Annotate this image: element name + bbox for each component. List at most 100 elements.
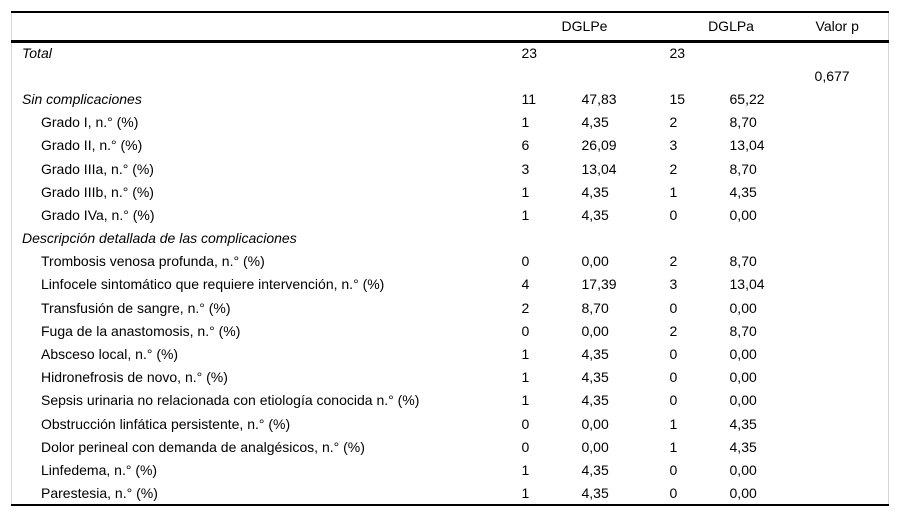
header-empty-cell <box>11 11 521 43</box>
cell-dglpa-n: 2 <box>669 114 678 131</box>
cell-dglpe-n: 1 <box>521 183 530 200</box>
cell-dglpa-n: 23 <box>669 45 686 62</box>
table-row: Descripción detallada de las complicacio… <box>12 227 889 250</box>
cell-dglpa-n: 2 <box>669 253 678 270</box>
cell-dglpe-n <box>521 227 581 250</box>
cell-dglpa-n: 1 <box>669 438 678 455</box>
row-label: Absceso local, n.° (%) <box>41 346 179 363</box>
row-label: Fuga de la anastomosis, n.° (%) <box>41 322 241 339</box>
cell-dglpe-pct: 0,00 <box>581 253 609 270</box>
row-label: Grado IIIb, n.° (%) <box>41 183 154 200</box>
row-label: Grado I, n.° (%) <box>41 114 139 131</box>
cell-dglpa-n: 0 <box>669 484 678 501</box>
cell-dglpe-pct: 0,00 <box>581 438 609 455</box>
cell-dglpa-pct: 8,70 <box>729 160 757 177</box>
table-row: Dolor perineal con demanda de analgésico… <box>12 435 889 458</box>
cell-valor-p <box>814 296 889 319</box>
cell-dglpe-n: 11 <box>521 90 537 107</box>
cell-valor-p <box>814 41 889 64</box>
cell-dglpa-pct: 0,00 <box>729 392 757 409</box>
cell-dglpe-n: 4 <box>521 276 530 293</box>
cell-dglpa-pct: 0,00 <box>729 206 757 223</box>
header-row: DGLPe DGLPa Valor p <box>11 11 889 43</box>
cell-dglpe-n: 1 <box>521 369 530 386</box>
table-row: Linfocele sintomático que requiere inter… <box>12 273 889 296</box>
row-label: Grado IIIa, n.° (%) <box>41 160 154 177</box>
row-label: Sepsis urinaria no relacionada con etiol… <box>41 392 420 409</box>
row-label: Transfusión de sangre, n.° (%) <box>41 299 231 316</box>
cell-dglpe-n: 0 <box>521 253 530 270</box>
row-label: Linfocele sintomático que requiere inter… <box>41 276 385 293</box>
table-row: Linfedema, n.° (%) 1 4,35 0 0,00 <box>12 458 889 481</box>
cell-dglpa-n <box>669 64 729 87</box>
cell-dglpe-n: 0 <box>521 322 530 339</box>
cell-valor-p <box>814 342 889 365</box>
cell-valor-p <box>814 157 889 180</box>
table-row: Total 23 23 <box>12 41 889 64</box>
cell-dglpe-n: 1 <box>521 206 530 223</box>
row-label: Trombosis venosa profunda, n.° (%) <box>41 253 265 270</box>
cell-dglpa-n: 3 <box>669 137 678 154</box>
table-row: Transfusión de sangre, n.° (%) 2 8,70 0 … <box>12 296 889 319</box>
cell-valor-p <box>814 319 889 342</box>
cell-dglpe-pct: 26,09 <box>581 137 617 154</box>
table-row: Fuga de la anastomosis, n.° (%) 0 0,00 2… <box>12 319 889 342</box>
cell-dglpe-pct: 4,35 <box>581 114 609 131</box>
cell-dglpe-n: 3 <box>521 160 530 177</box>
cell-dglpe-pct: 4,35 <box>581 369 609 386</box>
cell-valor-p <box>814 227 889 250</box>
table-row: Parestesia, n.° (%) 1 4,35 0 0,00 <box>12 482 889 505</box>
cell-dglpa-pct: 0,00 <box>729 346 757 363</box>
table-row: 0,677 <box>12 64 889 87</box>
cell-dglpe-pct: 0,00 <box>581 415 609 432</box>
table-body: Total 23 23 0,677 Sin complicaciones 11 … <box>12 41 889 505</box>
cell-dglpe-pct: 13,04 <box>581 160 617 177</box>
cell-dglpa-n: 0 <box>669 369 678 386</box>
cell-valor-p <box>814 87 889 110</box>
cell-dglpa-n: 1 <box>669 415 678 432</box>
cell-dglpe-n: 1 <box>521 392 530 409</box>
row-label: Grado II, n.° (%) <box>41 137 143 154</box>
row-label: Hidronefrosis de novo, n.° (%) <box>41 369 228 386</box>
col-header-dglpe: DGLPe <box>520 11 669 43</box>
cell-dglpa-pct: 0,00 <box>729 484 757 501</box>
cell-dglpa-pct: 0,00 <box>729 461 757 478</box>
row-label: Total <box>22 45 52 62</box>
cell-dglpa-pct <box>729 64 814 87</box>
cell-dglpe-n: 1 <box>521 484 530 501</box>
cell-dglpe-n: 1 <box>521 346 530 363</box>
cell-valor-p <box>814 412 889 435</box>
cell-dglpa-pct: 4,35 <box>729 183 757 200</box>
cell-dglpe-n <box>521 64 581 87</box>
cell-dglpe-pct: 4,35 <box>581 346 609 363</box>
cell-dglpa-n: 0 <box>669 206 678 223</box>
cell-dglpa-pct: 65,22 <box>729 90 765 107</box>
cell-dglpa-n: 0 <box>669 346 678 363</box>
col-header-valor-p: Valor p <box>813 11 889 43</box>
cell-dglpe-n: 23 <box>521 45 538 62</box>
cell-dglpa-n: 0 <box>669 299 678 316</box>
cell-dglpa-pct: 13,04 <box>729 276 765 293</box>
cell-dglpa-pct: 8,70 <box>729 253 757 270</box>
cell-dglpa-pct: 8,70 <box>729 322 757 339</box>
cell-dglpe-n: 2 <box>521 299 530 316</box>
cell-dglpe-pct: 0,00 <box>581 322 609 339</box>
cell-valor-p: 0,677 <box>814 67 850 84</box>
cell-dglpe-pct: 4,35 <box>581 183 609 200</box>
cell-dglpa-pct: 0,00 <box>729 299 757 316</box>
cell-dglpa-n: 3 <box>669 276 678 293</box>
complications-table: DGLPe DGLPa Valor p Total 23 23 0,677 Si… <box>11 11 890 506</box>
cell-dglpe-pct <box>581 227 669 250</box>
cell-dglpa-n <box>669 227 729 250</box>
table-row: Obstrucción linfática persistente, n.° (… <box>12 412 889 435</box>
cell-dglpa-n: 0 <box>669 461 678 478</box>
row-label: Obstrucción linfática persistente, n.° (… <box>41 415 291 432</box>
table-row: Grado IVa, n.° (%) 1 4,35 0 0,00 <box>12 203 889 226</box>
cell-dglpe-pct: 8,70 <box>581 299 609 316</box>
cell-dglpa-pct: 8,70 <box>729 114 757 131</box>
cell-dglpe-pct <box>581 64 669 87</box>
cell-dglpa-pct: 4,35 <box>729 438 757 455</box>
table-row: Trombosis venosa profunda, n.° (%) 0 0,0… <box>12 250 889 273</box>
cell-dglpe-n: 0 <box>521 438 530 455</box>
